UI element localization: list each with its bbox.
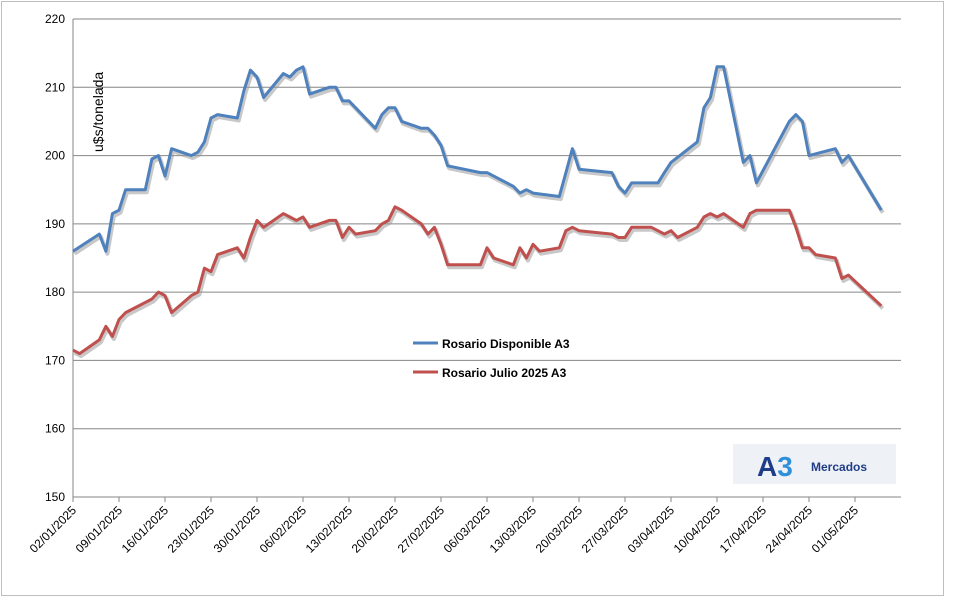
x-tick-label: 06/02/2025 (257, 503, 310, 556)
x-tick-labels: 02/01/202509/01/202516/01/202523/01/2025… (27, 503, 862, 556)
y-tick-180: 180 (45, 285, 65, 299)
x-tick-label: 23/01/2025 (165, 503, 218, 556)
a3-mercados-logo: A3 Mercados (733, 444, 896, 484)
x-tick-label: 13/03/2025 (487, 503, 540, 556)
x-tick-label: 16/01/2025 (119, 503, 172, 556)
grid-lines (73, 18, 901, 430)
y-tick-170: 170 (45, 353, 65, 367)
y-tick-labels: 150 160 170 180 190 200 210 220 (45, 12, 65, 504)
legend: Rosario Disponible A3 Rosario Julio 2025… (413, 337, 570, 380)
y-tick-210: 210 (45, 80, 65, 94)
x-tick-label: 17/04/2025 (717, 503, 770, 556)
x-tick-label: 20/03/2025 (533, 503, 586, 556)
x-tick-label: 06/03/2025 (441, 503, 494, 556)
y-tick-220: 220 (45, 12, 65, 26)
logo-mark: A3 (757, 451, 793, 482)
x-tick-label: 24/04/2025 (763, 503, 816, 556)
logo-text: Mercados (811, 460, 867, 474)
series-lines (72, 65, 885, 359)
x-tick-label: 01/05/2025 (809, 503, 862, 556)
y-axis-label: u$s/tonelada (90, 72, 106, 152)
x-tick-label: 27/02/2025 (395, 503, 448, 556)
legend-label-disponible: Rosario Disponible A3 (442, 337, 570, 351)
series-shadow-0 (73, 67, 885, 256)
x-tick-label: 02/01/2025 (27, 503, 80, 556)
series-shadow-1 (73, 207, 885, 359)
axes (72, 19, 901, 502)
series-line-1 (72, 205, 883, 356)
x-tick-label: 03/04/2025 (625, 503, 678, 556)
y-tick-190: 190 (45, 217, 65, 231)
y-tick-160: 160 (45, 422, 65, 436)
x-tick-label: 09/01/2025 (73, 503, 126, 556)
logo-background (733, 444, 896, 484)
legend-label-julio: Rosario Julio 2025 A3 (442, 366, 567, 380)
chart-frame (1, 1, 944, 596)
series-line-0 (72, 65, 883, 253)
x-tick-label: 10/04/2025 (671, 503, 724, 556)
y-tick-200: 200 (45, 149, 65, 163)
y-tick-150: 150 (45, 490, 65, 504)
x-tick-label: 20/02/2025 (349, 503, 402, 556)
x-tick-label: 30/01/2025 (211, 503, 264, 556)
x-tick-label: 27/03/2025 (579, 503, 632, 556)
x-tick-label: 13/02/2025 (303, 503, 356, 556)
